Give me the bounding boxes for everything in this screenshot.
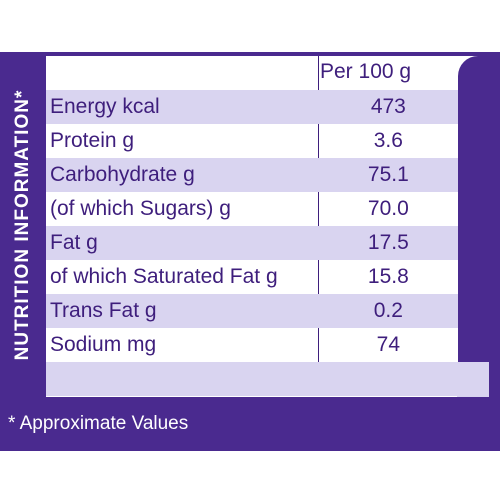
table-rows: Energy kcal 473 Protein g 3.6 Carbohydra… bbox=[46, 90, 458, 396]
table-row: Energy kcal 473 bbox=[46, 90, 458, 124]
column-header: Per 100 g bbox=[320, 60, 412, 83]
row-value: 70.0 bbox=[367, 197, 409, 220]
table-row: Trans Fat g 0.2 bbox=[46, 294, 458, 328]
table-row: Sodium mg 74 bbox=[46, 328, 458, 362]
table-row: Fat g 17.5 bbox=[46, 226, 458, 260]
table-row bbox=[46, 362, 458, 396]
decorative-band bbox=[457, 56, 489, 397]
row-value: 0.2 bbox=[373, 299, 403, 322]
footnote: * Approximate Values bbox=[8, 413, 189, 434]
row-label: Fat g bbox=[50, 231, 98, 254]
row-label: Protein g bbox=[50, 129, 135, 152]
table-row: Carbohydrate g 75.1 bbox=[46, 158, 458, 192]
row-label: Sodium mg bbox=[50, 333, 157, 356]
row-value: 3.6 bbox=[373, 129, 403, 152]
row-value: 473 bbox=[370, 95, 406, 118]
row-label: Trans Fat g bbox=[50, 299, 157, 322]
decorative-band-lavender bbox=[457, 362, 489, 397]
table-row: Protein g 3.6 bbox=[46, 124, 458, 158]
row-value: 75.1 bbox=[367, 163, 409, 186]
row-label: Energy kcal bbox=[50, 95, 160, 118]
nutrition-table: Per 100 g Energy kcal 473 Protein g 3.6 … bbox=[46, 56, 489, 397]
table-row: (of which Sugars) g 70.0 bbox=[46, 192, 458, 226]
row-value: 74 bbox=[376, 333, 401, 356]
row-label: Carbohydrate g bbox=[50, 163, 195, 186]
side-title-text: NUTRITION INFORMATION* bbox=[12, 89, 33, 361]
side-title: NUTRITION INFORMATION* bbox=[0, 52, 46, 398]
row-label: (of which Sugars) g bbox=[50, 197, 231, 220]
table-row: of which Saturated Fat g 15.8 bbox=[46, 260, 458, 294]
column-divider bbox=[318, 56, 319, 366]
decorative-band-purple bbox=[458, 56, 489, 362]
row-value: 17.5 bbox=[367, 231, 409, 254]
row-label: of which Saturated Fat g bbox=[50, 265, 278, 288]
row-value: 15.8 bbox=[367, 265, 409, 288]
